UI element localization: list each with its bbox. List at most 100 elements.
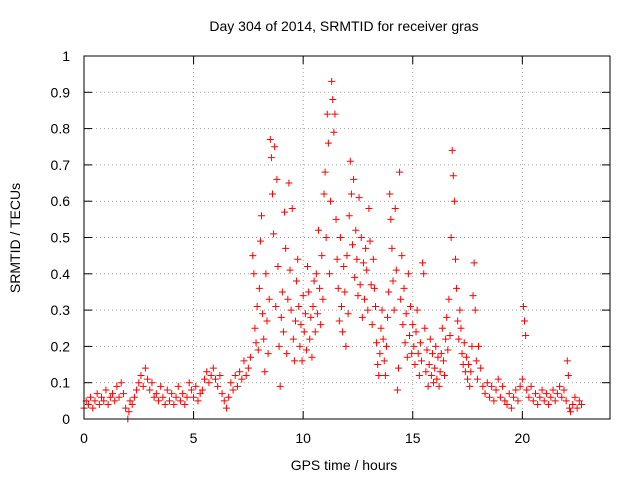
data-point [516, 382, 524, 390]
data-point [447, 234, 455, 241]
data-point [456, 306, 464, 314]
data-point [392, 266, 400, 274]
data-point [538, 386, 546, 394]
data-point [454, 317, 462, 325]
data-point [575, 397, 583, 405]
data-point [161, 400, 169, 408]
data-point [304, 263, 312, 271]
data-point [503, 400, 511, 408]
data-point [563, 357, 571, 365]
data-point [100, 397, 108, 405]
data-point [320, 190, 328, 198]
x-tick-label: 5 [190, 430, 198, 446]
data-point [267, 154, 275, 162]
data-point [254, 346, 262, 354]
y-tick-label: 0.6 [51, 193, 71, 209]
data-point [323, 110, 331, 118]
data-point [458, 350, 466, 358]
data-point [174, 382, 182, 390]
data-point [531, 390, 539, 398]
data-point [411, 361, 419, 369]
data-point [329, 96, 337, 104]
data-point [492, 386, 500, 394]
data-point [510, 393, 518, 401]
data-point [258, 212, 266, 220]
data-point [108, 390, 116, 398]
data-point [168, 390, 176, 398]
data-point [183, 393, 191, 401]
data-point [277, 313, 285, 321]
data-point [371, 302, 379, 310]
data-point [255, 284, 263, 292]
data-point [529, 397, 537, 405]
data-point [366, 237, 374, 245]
y-tick-label: 0.5 [51, 230, 71, 246]
data-point [364, 306, 372, 314]
y-tick-label: 0.8 [51, 121, 71, 137]
data-point [113, 382, 121, 390]
data-point [385, 288, 393, 296]
data-point [98, 393, 106, 401]
data-point [318, 252, 326, 260]
data-point [556, 382, 564, 390]
data-point [468, 342, 476, 350]
data-point [264, 350, 272, 358]
data-point [344, 310, 352, 318]
data-point [437, 350, 445, 358]
x-tick-label: 10 [295, 430, 311, 446]
data-point [562, 397, 570, 405]
data-point [403, 353, 411, 361]
data-point [479, 382, 487, 390]
data-point [414, 350, 422, 358]
data-point [285, 179, 293, 187]
data-point [374, 361, 382, 369]
data-point [355, 194, 363, 202]
data-point [229, 386, 237, 394]
data-point [271, 143, 279, 151]
data-point [122, 404, 130, 412]
data-point [141, 364, 149, 372]
data-point [104, 400, 112, 408]
data-point [306, 335, 314, 343]
data-point [460, 339, 468, 347]
data-point [407, 302, 415, 310]
data-point [290, 357, 298, 365]
data-point [316, 284, 324, 292]
data-point [424, 382, 432, 390]
data-point [276, 382, 284, 390]
data-point [137, 371, 145, 379]
data-point [501, 397, 509, 405]
data-point [342, 342, 350, 350]
data-point [144, 375, 152, 383]
data-point [331, 110, 339, 118]
data-point [569, 400, 577, 408]
data-point [553, 390, 561, 398]
data-point [262, 270, 270, 278]
data-point [282, 244, 290, 252]
data-point [135, 379, 143, 387]
data-point [393, 386, 401, 394]
data-point [398, 252, 406, 260]
data-point [338, 302, 346, 310]
data-point [465, 361, 473, 369]
data-point [288, 204, 296, 212]
data-point [335, 317, 343, 325]
data-point [358, 313, 366, 321]
data-point [295, 302, 303, 310]
x-tick-label: 20 [515, 430, 531, 446]
data-point [346, 157, 354, 165]
data-point [179, 390, 187, 398]
data-point [339, 328, 347, 336]
data-point [415, 371, 423, 379]
data-point [453, 284, 461, 292]
data-point [209, 364, 217, 372]
data-point [260, 335, 268, 343]
data-point [307, 313, 315, 321]
data-point [357, 234, 365, 241]
data-point [418, 357, 426, 365]
data-point [361, 295, 369, 303]
data-point [321, 168, 329, 176]
data-point [146, 386, 154, 394]
data-point [273, 175, 281, 183]
data-point [396, 168, 404, 176]
